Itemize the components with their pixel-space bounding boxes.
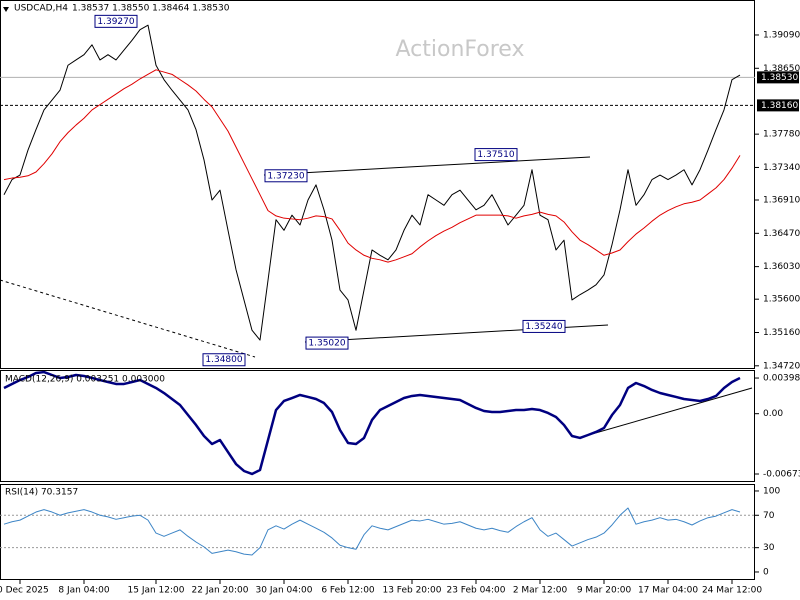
x-tick-label: 30 Dec 2025	[0, 586, 49, 596]
y-tick-label: 1.37340	[763, 163, 800, 173]
macd-panel-frame	[0, 370, 755, 482]
panel-title: USDCAD,H4	[14, 4, 68, 14]
y-tick-label: 1.35160	[763, 328, 800, 338]
annotation-label: 1.34800	[205, 355, 242, 365]
y-tick-label: 1.34720	[763, 361, 800, 371]
annotation-box	[474, 148, 518, 162]
trendline	[0, 279, 256, 358]
x-tick-label: 15 Jan 12:00	[128, 586, 185, 596]
annotation-label: 1.35020	[308, 339, 345, 349]
y-tick-label: -0.006737	[763, 470, 800, 480]
y-tick-label: 1.36910	[763, 196, 800, 206]
watermark: ActionForex	[396, 37, 525, 62]
panel-subtitle: 1.38537 1.38550 1.38464 1.38530	[72, 4, 230, 14]
panel-title: RSI(14) 70.3157	[5, 488, 78, 498]
price-box	[757, 99, 799, 112]
x-tick-label: 17 Mar 04:00	[638, 586, 698, 596]
y-tick-label: 0	[763, 567, 769, 577]
trendline	[263, 156, 591, 176]
y-tick-label: 0.00	[763, 409, 783, 419]
x-tick-label: 13 Feb 20:00	[382, 586, 441, 596]
annotation-box	[305, 336, 349, 350]
y-tick-label: 1.35600	[763, 295, 800, 305]
annotation-label: 1.37510	[477, 150, 514, 160]
annotation-box	[202, 353, 246, 367]
y-tick-label: 1.39090	[763, 30, 800, 40]
annotation-label: 1.37230	[267, 171, 304, 181]
y-tick-label: 1.38650	[763, 64, 800, 74]
y-tick-label: 70	[763, 511, 775, 521]
annotation-label: 1.39270	[97, 17, 134, 27]
y-tick-label: 1.36030	[763, 262, 800, 272]
y-tick-label: 0.003982	[763, 374, 800, 384]
trendline	[577, 387, 753, 439]
y-tick-label: 30	[763, 543, 775, 553]
series-line	[3, 370, 741, 476]
x-tick-label: 6 Feb 12:00	[321, 586, 375, 596]
x-tick-label: 2 Mar 12:00	[513, 586, 568, 596]
price-box	[757, 71, 799, 84]
y-tick-label: 100	[763, 486, 780, 496]
price-box-label: 1.38160	[761, 101, 798, 111]
series-line	[3, 24, 741, 341]
series-line	[3, 507, 741, 556]
annotation-label: 1.35240	[525, 322, 562, 332]
annotation-box	[94, 14, 138, 28]
panel-title: MACD(12,26,9) 0.003251 0.003000	[5, 375, 165, 385]
x-tick-label: 9 Mar 20:00	[577, 586, 632, 596]
y-tick-label: 1.36470	[763, 229, 800, 239]
x-tick-label: 30 Jan 04:00	[256, 586, 313, 596]
x-tick-label: 22 Jan 20:00	[192, 586, 249, 596]
price-box-label: 1.38530	[761, 73, 798, 83]
y-tick-label: 1.37780	[763, 130, 800, 140]
series-line	[3, 69, 741, 263]
x-tick-label: 23 Feb 04:00	[446, 586, 505, 596]
rsi-panel-frame	[0, 484, 755, 580]
x-tick-label: 8 Jan 04:00	[58, 586, 110, 596]
menu-icon	[3, 7, 9, 12]
annotation-box	[522, 319, 566, 333]
price-panel-frame	[0, 0, 755, 369]
x-tick-label: 24 Mar 12:00	[702, 586, 762, 596]
annotation-box	[264, 169, 308, 183]
